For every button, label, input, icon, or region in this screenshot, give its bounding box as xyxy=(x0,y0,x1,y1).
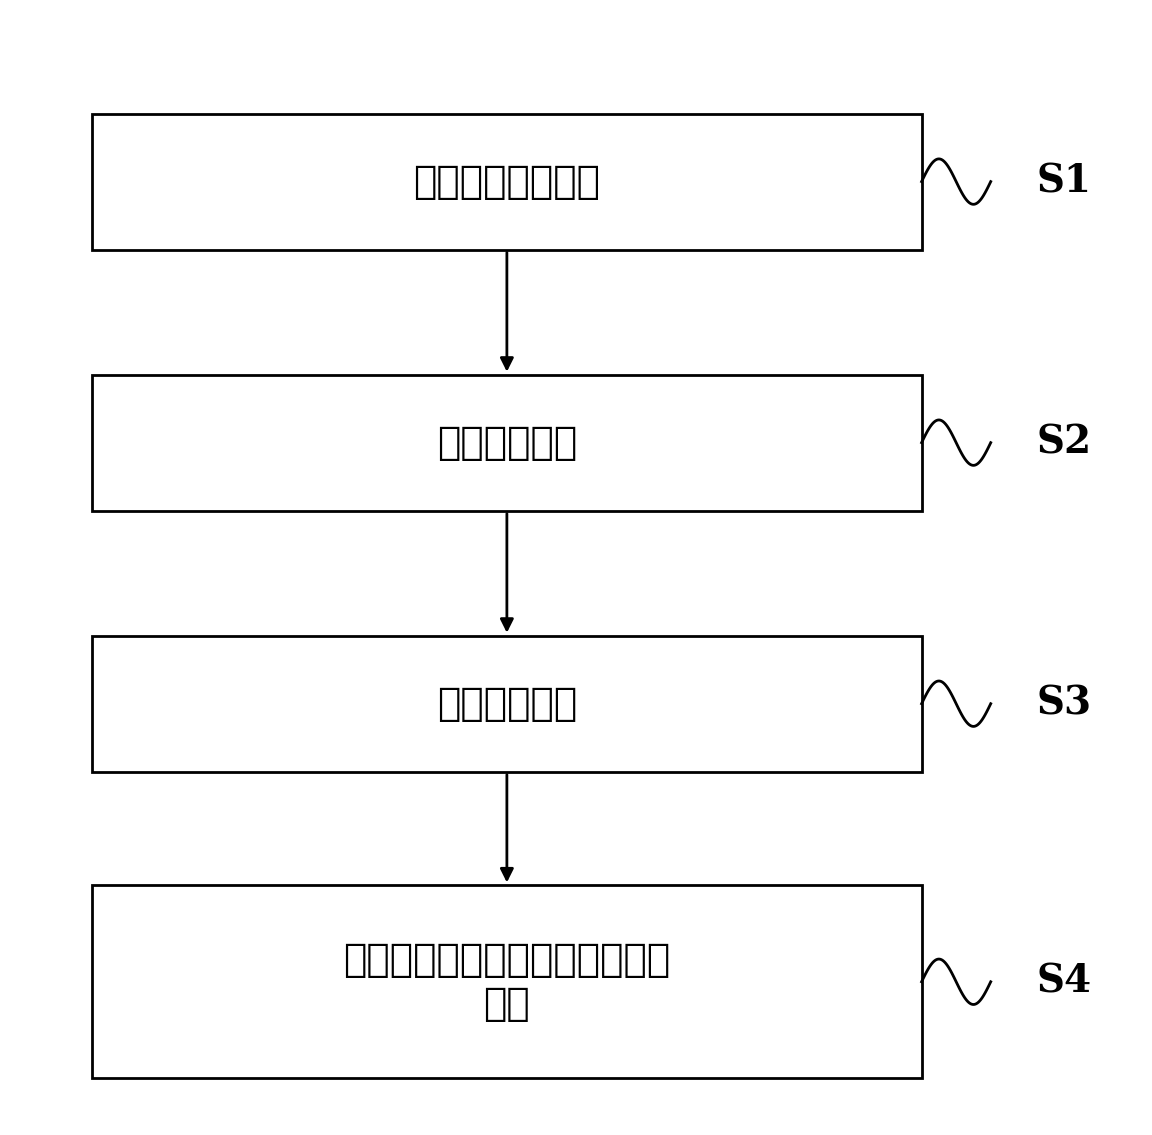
Text: S1: S1 xyxy=(1037,162,1092,201)
FancyBboxPatch shape xyxy=(92,375,922,511)
FancyBboxPatch shape xyxy=(92,885,922,1078)
Text: 提取线结构体: 提取线结构体 xyxy=(437,684,577,723)
FancyBboxPatch shape xyxy=(92,636,922,772)
Text: S3: S3 xyxy=(1037,684,1092,723)
Text: 基于线结构体对室内外点云进行
配准: 基于线结构体对室内外点云进行 配准 xyxy=(343,941,670,1023)
Text: 提取墙面点云: 提取墙面点云 xyxy=(437,423,577,462)
FancyBboxPatch shape xyxy=(92,114,922,250)
Text: S2: S2 xyxy=(1037,423,1092,462)
Text: 获得原始点云数据: 获得原始点云数据 xyxy=(414,162,600,201)
Text: S4: S4 xyxy=(1037,962,1092,1001)
